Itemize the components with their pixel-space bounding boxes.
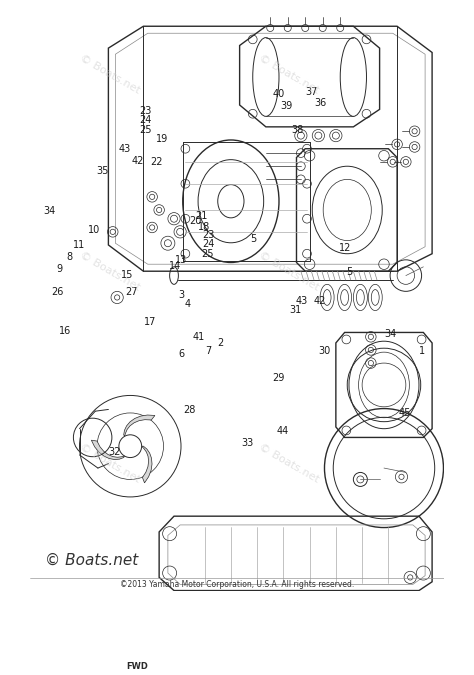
Text: 28: 28: [183, 406, 195, 415]
Text: 25: 25: [139, 125, 152, 135]
Text: 32: 32: [109, 447, 121, 457]
Text: 7: 7: [205, 346, 211, 356]
Text: 24: 24: [139, 115, 152, 126]
Text: 14: 14: [169, 261, 181, 271]
Text: 22: 22: [150, 157, 163, 167]
Text: 43: 43: [119, 144, 131, 154]
Text: © Boats.net: © Boats.net: [257, 442, 321, 485]
Text: 20: 20: [189, 217, 202, 226]
Text: ©2013 Yamaha Motor Corporation, U.S.A. All rights reserved.: ©2013 Yamaha Motor Corporation, U.S.A. A…: [120, 580, 354, 589]
Text: 30: 30: [318, 346, 330, 356]
Text: 36: 36: [314, 99, 326, 109]
Text: 29: 29: [272, 373, 285, 383]
Polygon shape: [124, 415, 155, 436]
Text: 41: 41: [193, 331, 205, 342]
Text: © Boats.net: © Boats.net: [78, 53, 142, 96]
Text: 19: 19: [156, 134, 168, 144]
Text: 5: 5: [250, 234, 257, 244]
Text: 26: 26: [52, 288, 64, 297]
Text: 8: 8: [66, 252, 72, 262]
Text: © Boats.net: © Boats.net: [78, 442, 142, 485]
Text: 4: 4: [184, 299, 190, 309]
Text: 33: 33: [241, 438, 254, 448]
Text: 31: 31: [289, 305, 301, 315]
Text: 37: 37: [305, 86, 318, 97]
Text: 21: 21: [196, 211, 208, 221]
Polygon shape: [124, 656, 150, 675]
Polygon shape: [91, 440, 125, 460]
Text: 12: 12: [338, 243, 351, 253]
Text: © Boats.net: © Boats.net: [46, 552, 139, 568]
Text: 38: 38: [291, 125, 303, 135]
Text: 43: 43: [295, 296, 308, 306]
Text: 34: 34: [384, 329, 397, 339]
Text: 6: 6: [178, 350, 184, 359]
Text: 40: 40: [273, 90, 284, 99]
Text: 45: 45: [399, 408, 411, 418]
Text: 42: 42: [131, 156, 144, 165]
Text: 18: 18: [198, 222, 210, 232]
Text: 15: 15: [121, 269, 133, 279]
Text: 23: 23: [139, 106, 152, 116]
Text: 23: 23: [202, 230, 214, 240]
Polygon shape: [142, 446, 152, 483]
Text: 42: 42: [314, 296, 326, 306]
Text: 25: 25: [202, 249, 214, 259]
Text: FWD: FWD: [127, 662, 148, 671]
Text: 10: 10: [88, 225, 100, 236]
Text: 34: 34: [44, 207, 55, 217]
Text: 13: 13: [175, 255, 187, 265]
Text: 17: 17: [144, 317, 156, 327]
Text: 24: 24: [202, 240, 214, 250]
Text: 1: 1: [419, 346, 425, 356]
Text: 3: 3: [178, 290, 184, 300]
Text: © Boats.net: © Boats.net: [78, 250, 142, 292]
Text: 44: 44: [276, 426, 289, 436]
Text: 35: 35: [96, 166, 109, 176]
Text: 11: 11: [73, 240, 85, 250]
Text: 5: 5: [346, 267, 352, 277]
Text: 9: 9: [56, 264, 63, 273]
Text: 39: 39: [281, 101, 293, 111]
Text: 16: 16: [59, 326, 71, 335]
Text: © Boats.net: © Boats.net: [257, 53, 321, 96]
Text: 2: 2: [217, 338, 224, 348]
Text: © Boats.net: © Boats.net: [257, 250, 321, 292]
Text: 27: 27: [125, 288, 137, 297]
